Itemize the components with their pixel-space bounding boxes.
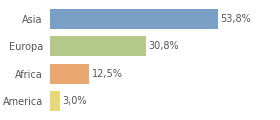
Text: 3,0%: 3,0%: [62, 96, 87, 106]
Text: 30,8%: 30,8%: [149, 41, 179, 51]
Text: 53,8%: 53,8%: [220, 14, 251, 24]
Bar: [50, 64, 89, 84]
Bar: [50, 9, 218, 29]
Bar: [50, 91, 60, 111]
Bar: [50, 36, 146, 56]
Text: 12,5%: 12,5%: [92, 69, 123, 79]
